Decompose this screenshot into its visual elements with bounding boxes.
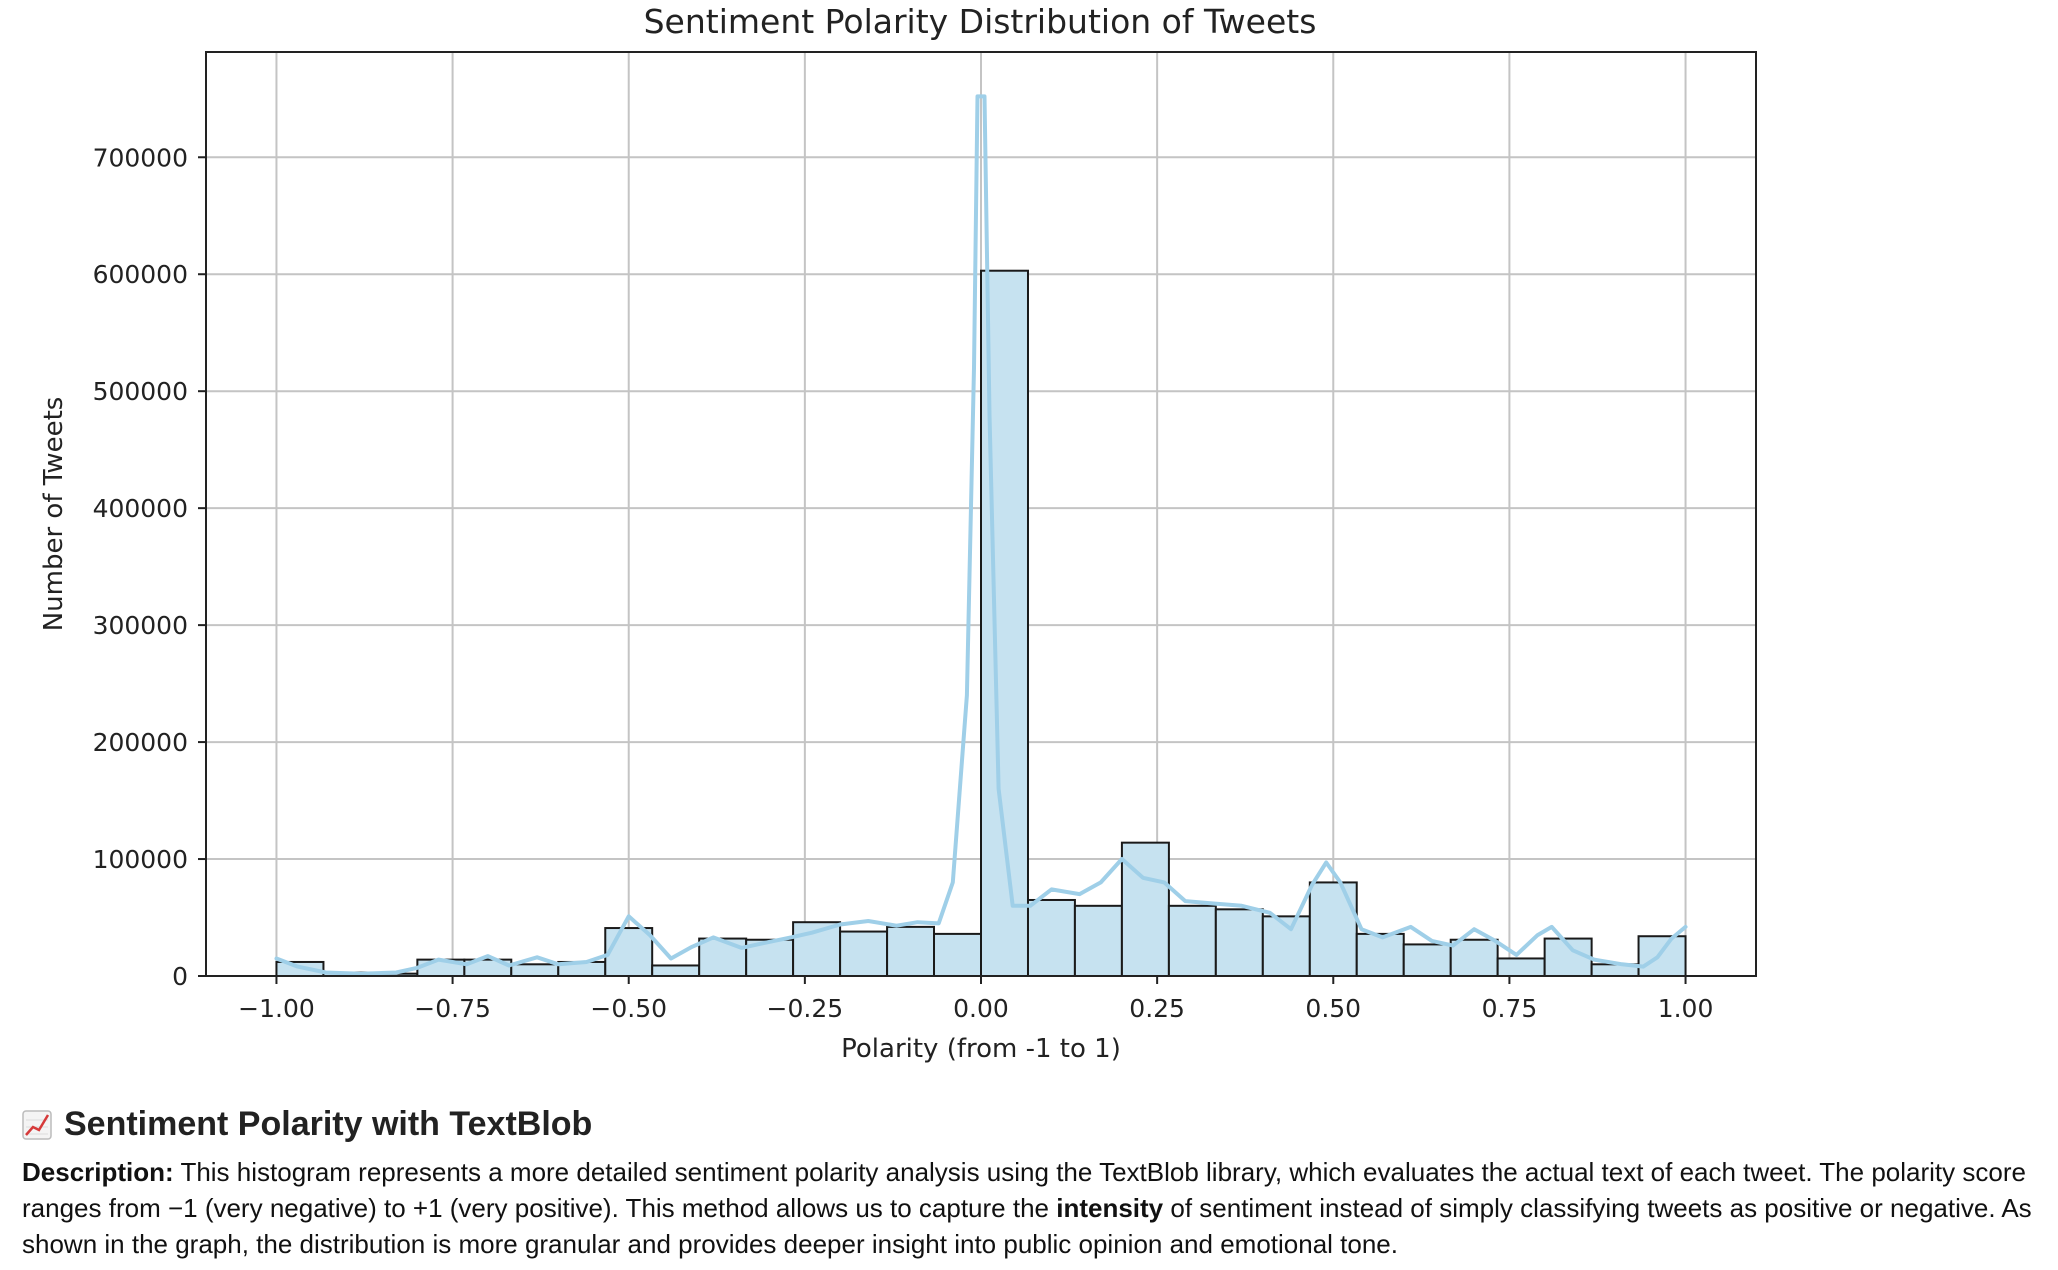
chart-title: Sentiment Polarity Distribution of Tweet… bbox=[644, 2, 1317, 41]
histogram-bar bbox=[1449, 938, 1499, 977]
y-tick-label: 600000 bbox=[93, 260, 188, 289]
histogram-bar bbox=[1167, 904, 1217, 978]
y-tick-label: 400000 bbox=[93, 494, 188, 523]
x-tick-label: −0.25 bbox=[767, 994, 844, 1023]
y-tick-label: 0 bbox=[172, 962, 188, 991]
x-tick-label: −0.50 bbox=[590, 994, 667, 1023]
histogram-bar bbox=[698, 937, 748, 977]
y-tick-layer: 0 100000 200000 300000 400000 500000 600000 700… bbox=[93, 143, 206, 991]
x-tick-label: 0.25 bbox=[1129, 994, 1185, 1023]
description-bold-word: intensity bbox=[1056, 1193, 1164, 1223]
histogram-bar bbox=[651, 964, 701, 977]
histogram-bar bbox=[1637, 935, 1687, 977]
y-tick-label: 200000 bbox=[93, 728, 188, 757]
x-tick-label: 1.00 bbox=[1658, 994, 1714, 1023]
chart-increasing-icon bbox=[22, 1109, 52, 1140]
histogram-bar bbox=[1496, 957, 1546, 977]
description-section: Sentiment Polarity with TextBlob Descrip… bbox=[22, 1105, 2032, 1262]
y-tick-label: 100000 bbox=[93, 845, 188, 874]
histogram-bar bbox=[1026, 898, 1076, 977]
y-tick-label: 700000 bbox=[93, 143, 188, 172]
histogram-bar bbox=[510, 963, 560, 977]
x-tick-label: 0.75 bbox=[1482, 994, 1538, 1023]
histogram-bar bbox=[1308, 881, 1358, 977]
x-tick-label: −0.75 bbox=[414, 994, 491, 1023]
histogram-bar bbox=[839, 930, 889, 978]
histogram-bar bbox=[1355, 932, 1405, 978]
x-tick-label: −1.00 bbox=[238, 994, 315, 1023]
histogram-bar bbox=[886, 925, 936, 978]
x-tick-label: 0.50 bbox=[1305, 994, 1361, 1023]
description-label: Description: bbox=[22, 1157, 174, 1187]
histogram-bar bbox=[1402, 943, 1452, 977]
histogram-bar bbox=[1214, 908, 1264, 978]
section-heading-text: Sentiment Polarity with TextBlob bbox=[64, 1105, 593, 1143]
x-tick-layer: −1.00 −0.75 −0.50 −0.25 0.00 0.25 0.50 0.75 1.00 bbox=[238, 976, 1713, 1023]
chart-container: Sentiment Polarity Distribution of Tweet… bbox=[39, 2, 1757, 1064]
kde-curve bbox=[274, 94, 1688, 976]
kde-layer bbox=[274, 94, 1688, 976]
description-paragraph: Description: This histogram represents a… bbox=[22, 1154, 2032, 1262]
y-axis-label: Number of Tweets bbox=[39, 397, 69, 632]
section-heading: Sentiment Polarity with TextBlob bbox=[22, 1105, 2032, 1144]
histogram-chart: Sentiment Polarity Distribution of Tweet… bbox=[39, 2, 1757, 1064]
bar-layer bbox=[275, 269, 1687, 978]
y-tick-label: 300000 bbox=[93, 611, 188, 640]
histogram-bar bbox=[933, 932, 983, 978]
histogram-bar bbox=[1073, 904, 1123, 978]
histogram-bar bbox=[604, 927, 654, 978]
x-axis-label: Polarity (from -1 to 1) bbox=[841, 1034, 1121, 1064]
y-tick-label: 500000 bbox=[93, 377, 188, 406]
x-tick-label: 0.00 bbox=[953, 994, 1009, 1023]
description-text-1: This histogram represents a more detaile… bbox=[22, 1157, 2026, 1223]
description-text-2: of sentiment instead of simply classifyi… bbox=[22, 1193, 2032, 1259]
